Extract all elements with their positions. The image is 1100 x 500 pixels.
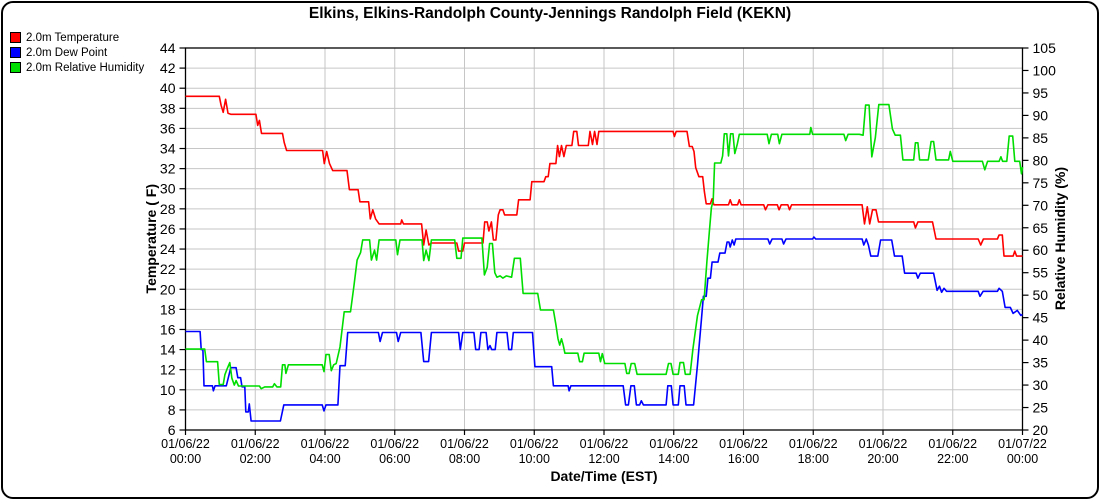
svg-text:8: 8 [168,402,176,418]
gridlines [185,48,1023,430]
svg-text:26: 26 [160,221,176,237]
svg-text:34: 34 [160,141,176,157]
svg-text:25: 25 [1033,400,1049,416]
svg-text:18: 18 [160,301,176,317]
svg-text:95: 95 [1033,85,1049,101]
svg-text:55: 55 [1033,265,1049,281]
svg-text:35: 35 [1033,355,1049,371]
svg-text:16: 16 [160,321,176,337]
svg-text:65: 65 [1033,220,1049,236]
svg-text:42: 42 [160,60,176,76]
legend: 2.0m Temperature 2.0m Dew Point 2.0m Rel… [10,30,144,75]
svg-text:22: 22 [160,261,176,277]
svg-text:28: 28 [160,201,176,217]
left-tick-labels: 6 8 10 12 14 16 18 20 22 24 26 28 30 32 34 36 38 40 42 44 [160,40,176,438]
svg-text:50: 50 [1033,287,1049,303]
x-tick-labels: 01/06/22 00:00 01/06/22 02:00 01/06/22 04:00 0… [161,437,1047,466]
svg-text:100: 100 [1033,62,1057,78]
legend-label: 2.0m Relative Humidity [26,61,145,74]
series-2-0m-temperature [185,95,1023,257]
svg-text:85: 85 [1033,130,1049,146]
svg-text:45: 45 [1033,310,1049,326]
series-2-0m-dew-point [185,236,1023,422]
svg-text:90: 90 [1033,107,1049,123]
series-2-0m-relative-humidity [185,103,1024,390]
temperature-swatch-icon [10,32,21,43]
x-axis-title: Date/Time (EST) [550,468,658,484]
svg-text:30: 30 [160,181,176,197]
svg-text:6: 6 [168,422,176,438]
relative-humidity-swatch-icon [10,62,21,73]
svg-text:40: 40 [1033,332,1049,348]
legend-item-dew-point: 2.0m Dew Point [10,45,144,60]
svg-text:32: 32 [160,161,176,177]
dew-point-swatch-icon [10,47,21,58]
svg-text:24: 24 [160,241,176,257]
svg-text:12: 12 [160,362,176,378]
legend-item-relative-humidity: 2.0m Relative Humidity [10,60,144,75]
svg-text:70: 70 [1033,197,1049,213]
svg-text:44: 44 [160,40,176,56]
legend-label: 2.0m Dew Point [26,46,108,59]
svg-text:10: 10 [160,382,176,398]
svg-text:36: 36 [160,120,176,136]
svg-text:75: 75 [1033,175,1049,191]
svg-text:20: 20 [1033,422,1049,438]
svg-text:30: 30 [1033,377,1049,393]
chart-title: Elkins, Elkins-Randolph County-Jennings … [308,5,792,22]
axis-ticks [179,47,1029,435]
svg-text:40: 40 [160,80,176,96]
svg-text:60: 60 [1033,242,1049,258]
svg-text:20: 20 [160,281,176,297]
legend-item-temperature: 2.0m Temperature [10,30,144,45]
right-tick-labels: 105 100 95 90 85 80 75 70 65 60 55 50 45 40 35 30 25 20 [1033,40,1057,438]
svg-text:80: 80 [1033,152,1049,168]
svg-text:105: 105 [1033,40,1057,56]
legend-label: 2.0m Temperature [26,31,120,44]
svg-text:14: 14 [160,342,176,358]
svg-text:38: 38 [160,100,176,116]
